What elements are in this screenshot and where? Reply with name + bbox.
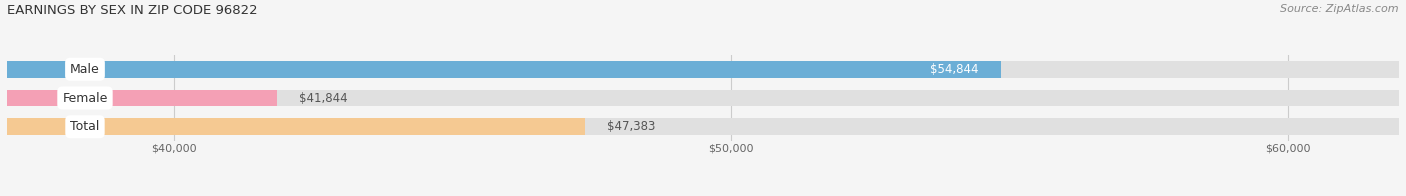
Bar — [7, 90, 277, 106]
Bar — [7, 118, 1399, 135]
Bar — [7, 90, 1399, 106]
Text: Male: Male — [70, 63, 100, 76]
Text: Total: Total — [70, 120, 100, 133]
Text: Source: ZipAtlas.com: Source: ZipAtlas.com — [1281, 4, 1399, 14]
Text: $41,844: $41,844 — [299, 92, 347, 104]
Bar — [7, 61, 1001, 78]
Text: EARNINGS BY SEX IN ZIP CODE 96822: EARNINGS BY SEX IN ZIP CODE 96822 — [7, 4, 257, 17]
Text: $47,383: $47,383 — [607, 120, 655, 133]
Text: Female: Female — [62, 92, 108, 104]
Bar — [7, 118, 585, 135]
Text: $54,844: $54,844 — [929, 63, 979, 76]
Bar — [7, 61, 1399, 78]
